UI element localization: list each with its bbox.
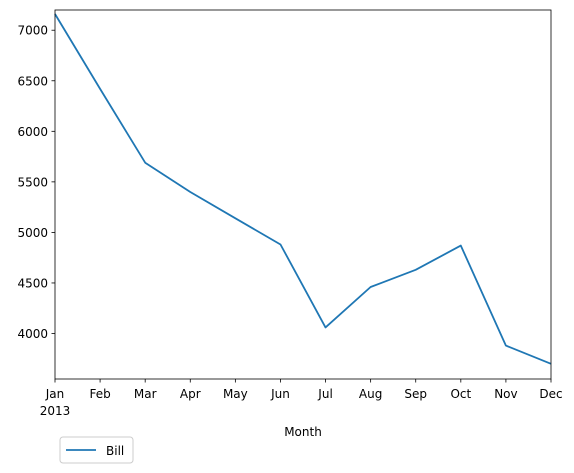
y-axis: 4000 4500 5000 5500 6000 6500 7000 <box>17 24 55 341</box>
x-tick-label: Oct <box>450 387 471 401</box>
y-tick-label: 6500 <box>17 74 48 88</box>
legend-frame <box>59 436 134 464</box>
x-tick-label: Jul <box>317 387 332 401</box>
x-axis-year-label: 2013 <box>40 404 71 418</box>
x-tick-label: Sep <box>404 387 427 401</box>
plot-frame <box>54 9 552 380</box>
x-tick-label: May <box>223 387 248 401</box>
plot-area <box>54 9 552 380</box>
y-tick-label: 4500 <box>17 276 48 290</box>
legend: Bill <box>59 436 134 464</box>
series-line-bill <box>54 13 552 365</box>
x-tick-label: Aug <box>359 387 382 401</box>
x-tick-label: Jan <box>45 387 65 401</box>
legend-label-bill: Bill <box>106 444 124 458</box>
x-axis-label: Month <box>284 425 322 439</box>
x-tick-label: Jun <box>270 387 290 401</box>
x-tick-label: Apr <box>180 387 201 401</box>
x-tick-label: Mar <box>134 387 157 401</box>
y-tick-label: 4000 <box>17 327 48 341</box>
x-tick-label: Dec <box>539 387 562 401</box>
x-axis: Jan Feb Mar Apr May Jun Jul Aug Sep Oct Nov Dec <box>45 379 563 401</box>
y-tick-label: 5000 <box>17 226 48 240</box>
y-tick-label: 6000 <box>17 125 48 139</box>
y-tick-label: 5500 <box>17 175 48 189</box>
y-tick-label: 7000 <box>17 24 48 38</box>
x-tick-label: Feb <box>89 387 110 401</box>
x-tick-label: Nov <box>494 387 517 401</box>
